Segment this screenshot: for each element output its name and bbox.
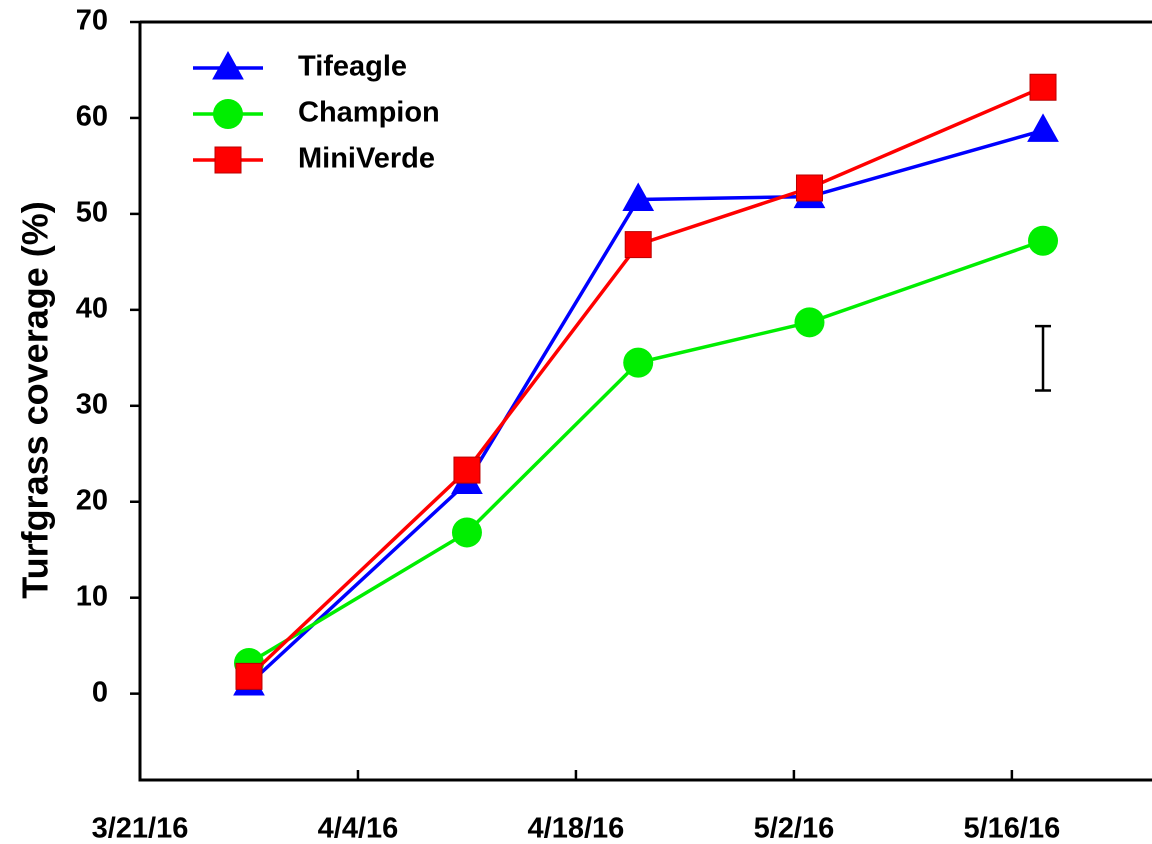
marker	[1029, 73, 1057, 101]
y-tick-label: 40	[76, 293, 108, 325]
marker	[1028, 225, 1059, 256]
x-tick-label: 3/21/16	[92, 813, 189, 844]
marker	[794, 307, 825, 338]
error-bar	[1035, 324, 1052, 392]
y-tick-label: 70	[76, 5, 108, 37]
marker	[453, 456, 481, 484]
legend-marker	[212, 50, 244, 80]
legend-marker	[214, 146, 242, 174]
x-tick-label: 5/16/16	[963, 813, 1060, 844]
y-tick-label: 30	[76, 388, 108, 420]
y-tick-label: 0	[92, 676, 108, 708]
marker	[624, 231, 652, 259]
marker	[795, 174, 823, 202]
y-tick-label: 20	[76, 484, 108, 516]
series-line	[247, 128, 1044, 686]
y-tick-label: 10	[76, 580, 108, 612]
marker	[1027, 113, 1059, 142]
x-tick-label: 4/18/16	[528, 813, 625, 844]
y-tick-label: 60	[76, 101, 108, 133]
legend-marker	[213, 99, 243, 129]
marker	[235, 662, 263, 690]
series-line	[247, 85, 1044, 678]
legend-label: Tifeagle	[298, 51, 407, 83]
legend-label: MiniVerde	[298, 143, 435, 175]
x-tick-label: 5/2/16	[754, 813, 835, 844]
x-tick-label: 4/4/16	[318, 813, 399, 844]
y-axis-label: Turfgrass coverage (%)	[15, 201, 56, 598]
marker	[622, 182, 655, 212]
axis-frame	[138, 20, 1152, 782]
legend-label: Champion	[298, 97, 440, 129]
y-tick-label: 50	[76, 197, 108, 229]
series-line	[248, 239, 1044, 665]
marker	[451, 517, 482, 548]
marker	[623, 347, 654, 378]
